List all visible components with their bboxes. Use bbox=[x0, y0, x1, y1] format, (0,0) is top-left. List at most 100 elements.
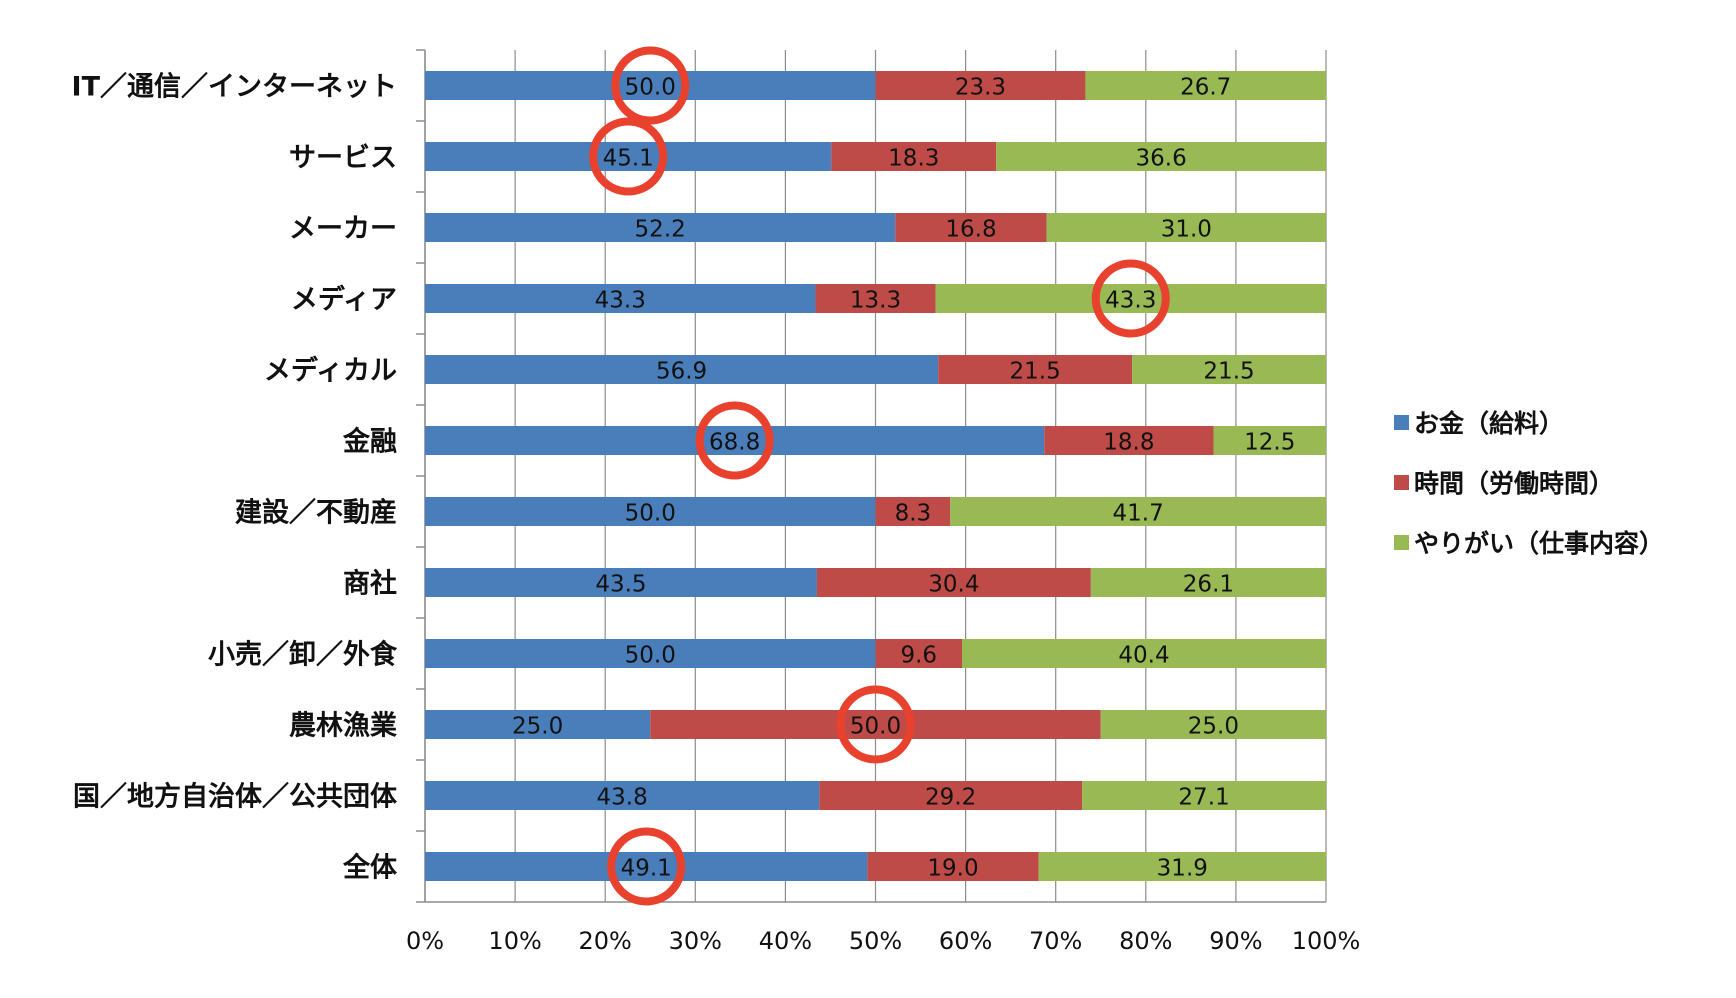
data-label: 29.2 bbox=[925, 785, 976, 811]
x-tick-label: 70% bbox=[1029, 927, 1082, 955]
data-label: 50.0 bbox=[625, 501, 676, 527]
category-label: 建設／不動産 bbox=[235, 497, 397, 529]
data-label: 56.9 bbox=[656, 359, 707, 385]
data-label: 9.6 bbox=[900, 643, 937, 669]
bar-segment bbox=[425, 568, 817, 597]
data-label: 50.0 bbox=[625, 643, 676, 669]
highlight-circle bbox=[607, 827, 686, 906]
bar-segment bbox=[425, 213, 896, 242]
bar-segment bbox=[1044, 426, 1214, 455]
legend-swatch bbox=[1394, 415, 1409, 430]
data-label: 13.3 bbox=[850, 288, 901, 314]
bar-segment bbox=[425, 781, 820, 810]
x-tick-label: 20% bbox=[579, 927, 632, 955]
data-label: 30.4 bbox=[928, 572, 979, 598]
x-tick-label: 80% bbox=[1119, 927, 1172, 955]
x-tick-label: 90% bbox=[1209, 927, 1262, 955]
bar-segment bbox=[1038, 852, 1326, 881]
legend-swatch bbox=[1394, 535, 1409, 550]
data-label: 50.0 bbox=[850, 714, 901, 740]
category-label: メディカル bbox=[264, 355, 397, 387]
bar-segment bbox=[816, 568, 1091, 597]
bar-segment bbox=[819, 781, 1083, 810]
category-label: 全体 bbox=[342, 852, 398, 884]
data-label: 52.2 bbox=[635, 217, 686, 243]
category-label: 金融 bbox=[342, 426, 397, 458]
x-tick-label: 60% bbox=[939, 927, 992, 955]
data-label: 41.7 bbox=[1113, 501, 1164, 527]
x-tick-label: 10% bbox=[488, 927, 541, 955]
bar-segment bbox=[996, 142, 1326, 171]
bar-segment bbox=[425, 639, 876, 668]
bar-segment bbox=[425, 284, 816, 313]
category-label: 小売／卸／外食 bbox=[208, 639, 398, 671]
highlight-circle bbox=[611, 46, 690, 125]
data-label: 25.0 bbox=[512, 714, 563, 740]
bar-segment bbox=[425, 355, 939, 384]
bar-segment bbox=[895, 213, 1047, 242]
bar-segment bbox=[425, 852, 868, 881]
data-label: 21.5 bbox=[1010, 359, 1061, 385]
bar-segment bbox=[1090, 568, 1326, 597]
bar-segment bbox=[938, 355, 1133, 384]
bar-segment bbox=[650, 710, 1101, 739]
bar-segment bbox=[875, 639, 962, 668]
legend-label: やりがい（仕事内容） bbox=[1414, 529, 1664, 558]
data-label: 8.3 bbox=[895, 501, 932, 527]
data-label: 31.9 bbox=[1157, 856, 1208, 882]
x-tick-label: 30% bbox=[669, 927, 722, 955]
data-label: 16.8 bbox=[945, 217, 996, 243]
data-label: 23.3 bbox=[955, 75, 1006, 101]
category-label: メーカー bbox=[289, 214, 397, 245]
legend-label: 時間（労働時間） bbox=[1414, 469, 1614, 498]
data-label: 18.8 bbox=[1103, 430, 1154, 456]
category-label: IT／通信／インターネット bbox=[72, 72, 397, 103]
data-label: 43.5 bbox=[595, 572, 646, 598]
data-label: 36.6 bbox=[1136, 146, 1187, 172]
data-label: 43.3 bbox=[595, 288, 646, 314]
x-tick-label: 100% bbox=[1292, 927, 1361, 955]
bar-segment bbox=[1085, 71, 1326, 100]
bar-segment bbox=[1100, 710, 1326, 739]
data-label: 31.0 bbox=[1161, 217, 1212, 243]
bar-segment bbox=[961, 639, 1326, 668]
data-label: 43.3 bbox=[1105, 288, 1156, 314]
legend-label: お金（給料） bbox=[1414, 409, 1564, 438]
bar-segment bbox=[950, 497, 1326, 526]
highlight-circle bbox=[1091, 259, 1170, 338]
data-label: 49.1 bbox=[621, 856, 672, 882]
legend-swatch bbox=[1394, 475, 1409, 490]
data-label: 45.1 bbox=[603, 146, 654, 172]
category-label: メディア bbox=[291, 284, 397, 316]
data-label: 27.1 bbox=[1178, 785, 1229, 811]
highlight-circle bbox=[589, 117, 668, 196]
bar-segment bbox=[1046, 213, 1326, 242]
data-label: 68.8 bbox=[709, 430, 760, 456]
category-label: 商社 bbox=[343, 568, 397, 600]
data-label: 43.8 bbox=[597, 785, 648, 811]
data-label: 25.0 bbox=[1188, 714, 1239, 740]
category-label: 農林漁業 bbox=[289, 711, 397, 742]
bar-segment bbox=[425, 710, 651, 739]
bar-segment bbox=[831, 142, 997, 171]
data-label: 12.5 bbox=[1244, 430, 1295, 456]
x-tick-label: 0% bbox=[406, 927, 444, 955]
x-tick-label: 40% bbox=[759, 927, 812, 955]
bar-segment bbox=[875, 497, 951, 526]
bar-segment bbox=[875, 71, 1086, 100]
bar-segment bbox=[425, 71, 876, 100]
bar-segment bbox=[935, 284, 1326, 313]
bar-segment bbox=[815, 284, 936, 313]
category-label: サービス bbox=[289, 143, 397, 174]
data-label: 21.5 bbox=[1203, 359, 1254, 385]
bar-segment bbox=[1082, 781, 1326, 810]
data-label: 26.1 bbox=[1183, 572, 1234, 598]
bar-segment bbox=[1213, 426, 1326, 455]
bar-segment bbox=[425, 497, 876, 526]
bar-segment bbox=[425, 142, 832, 171]
highlight-circle bbox=[836, 685, 915, 764]
bar-segment bbox=[425, 426, 1045, 455]
data-label: 40.4 bbox=[1118, 643, 1169, 669]
